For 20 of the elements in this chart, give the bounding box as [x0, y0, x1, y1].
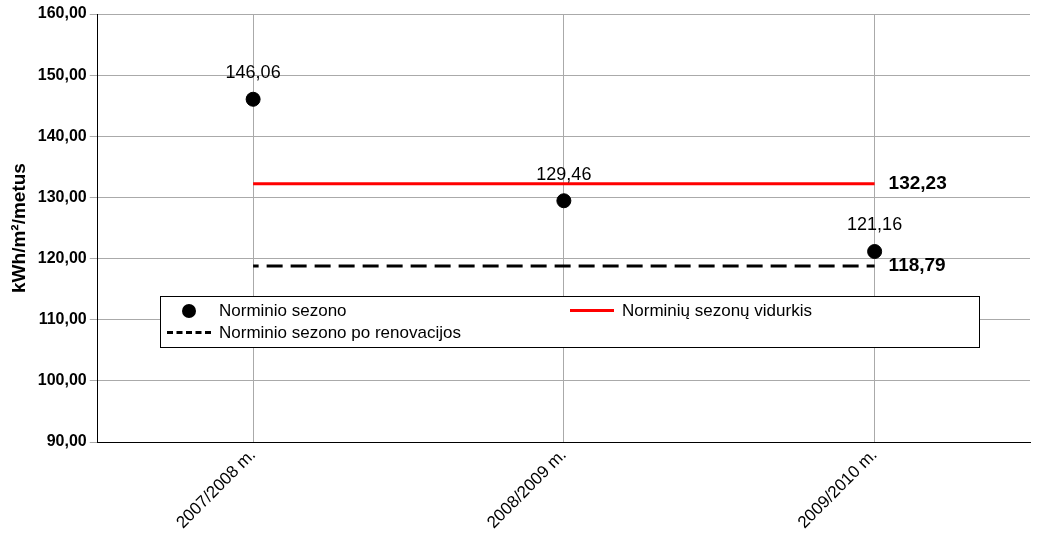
- y-tick-label: 110,00: [38, 310, 87, 328]
- y-tick-label: 160,00: [37, 4, 87, 22]
- point: [556, 193, 572, 209]
- data-label: 121,16: [847, 214, 903, 235]
- y-tick-label: 120,00: [37, 249, 87, 267]
- legend-label: Norminių sezonų vidurkis: [621, 300, 813, 322]
- legend-label: Norminio sezono po renovacijos: [218, 322, 462, 344]
- y-tick-label: 130,00: [37, 187, 87, 205]
- y-axis-title: kWh/m²/metus: [7, 163, 29, 293]
- data-label: 129,46: [536, 163, 592, 184]
- data-label: 132,23: [888, 172, 947, 194]
- point: [867, 244, 883, 260]
- data-label: 146,06: [225, 62, 281, 83]
- data-label: 118,79: [888, 254, 946, 276]
- y-tick-label: 100,00: [37, 371, 87, 389]
- y-tick-label: 140,00: [37, 126, 87, 144]
- y-tick-label: 90,00: [46, 432, 87, 450]
- legend-label: Norminio sezono: [218, 300, 348, 322]
- y-tick-label: 150,00: [37, 65, 87, 83]
- point: [245, 91, 261, 107]
